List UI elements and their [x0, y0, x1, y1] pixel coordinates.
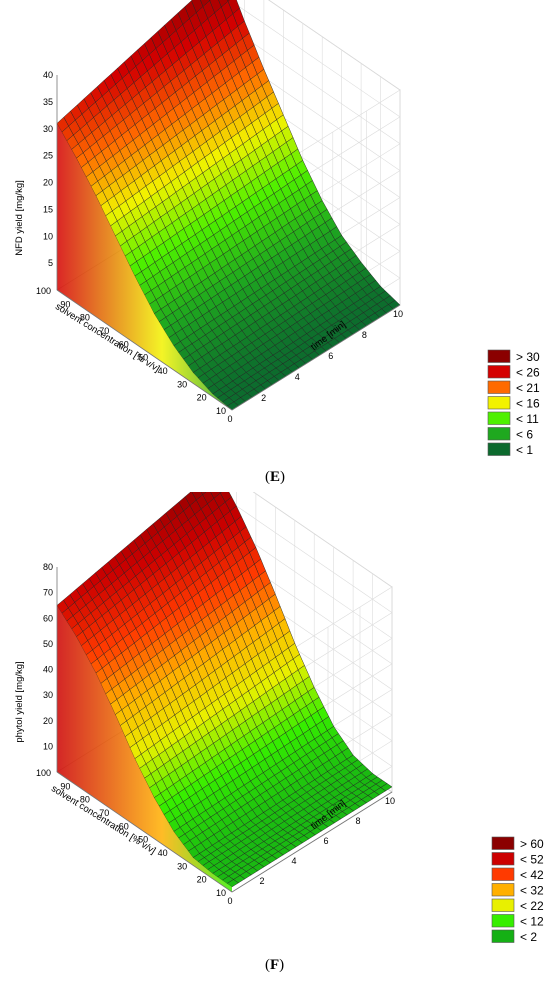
z-tick-label: 5 — [48, 258, 53, 268]
z-tick-label: 40 — [43, 70, 53, 80]
y-tick-label: 100 — [36, 286, 51, 296]
y-tick-label: 80 — [80, 313, 90, 323]
legend-swatch — [487, 442, 511, 456]
legend-swatch — [491, 883, 515, 897]
x-axis-line — [231, 791, 393, 893]
z-tick-label: 15 — [43, 204, 53, 214]
legend-swatch — [487, 349, 511, 363]
legend-swatch — [487, 380, 511, 394]
surface-plot-e: 5 10 15 20 25 30 35 40 10 20 30 40 50 60 70 80 90 100 0 2 4 6… — [14, 0, 540, 457]
wall-gridline — [252, 492, 393, 588]
wall-gridline — [228, 0, 401, 118]
surface-mesh — [56, 0, 401, 411]
z-tick-label: 20 — [43, 178, 53, 188]
legend-label: < 6 — [516, 428, 533, 442]
wall-gridline — [268, 0, 401, 91]
x-tick-label: 10 — [393, 309, 403, 319]
y-tick-label: 50 — [138, 353, 148, 363]
surface-side-face — [57, 123, 232, 411]
y-tick-label: 90 — [60, 299, 70, 309]
surface-mesh — [56, 492, 393, 888]
chart-panel-e: 5 10 15 20 25 30 35 40 10 20 30 40 50 60 70 80 90 100 0 2 4 6… — [0, 0, 550, 490]
z-axis-title: NFD yield [mg/kg] — [14, 180, 25, 256]
y-tick-label: 40 — [158, 366, 168, 376]
x-tick-label: 2 — [261, 393, 266, 403]
legend-label: > 60 — [520, 837, 544, 851]
legend-label: < 2 — [520, 930, 537, 944]
z-tick-label: 25 — [43, 151, 53, 161]
z-tick-label: 35 — [43, 97, 53, 107]
legend-swatch — [491, 867, 515, 881]
legend-swatch — [491, 914, 515, 928]
z-tick-label: 20 — [43, 716, 53, 726]
z-tick-label: 30 — [43, 690, 53, 700]
y-tick-label: 90 — [60, 781, 70, 791]
legend-swatch — [487, 411, 511, 425]
legend-label: < 16 — [516, 397, 540, 411]
z-tick-label: 30 — [43, 124, 53, 134]
legend-swatch — [487, 365, 511, 379]
y-tick-label: 20 — [197, 875, 207, 885]
y-tick-label: 70 — [99, 326, 109, 336]
wall-gridline — [224, 23, 401, 145]
legend-label: < 26 — [516, 366, 540, 380]
legend-swatch — [487, 396, 511, 410]
panel-label-e: (E) — [265, 469, 286, 485]
y-axis-line — [56, 771, 233, 893]
z-tick-label: 40 — [43, 665, 53, 675]
legend-label: < 42 — [520, 868, 544, 882]
x-axis-line — [231, 304, 401, 411]
legend-label: < 11 — [516, 412, 539, 426]
wall-gridline — [216, 492, 393, 613]
surface-side-face — [57, 605, 232, 892]
legend-label: < 22 — [520, 899, 544, 913]
legend-label: < 21 — [516, 381, 540, 395]
x-tick-label: 4 — [291, 856, 296, 866]
chart-panel-f: 10 20 30 40 50 60 70 80 10 20 30 40 50 60 70 80 90 100 0 2 4… — [0, 492, 550, 983]
y-tick-label: 100 — [36, 768, 51, 778]
y-tick-label: 50 — [138, 835, 148, 845]
x-tick-label: 2 — [259, 876, 264, 886]
legend-swatch — [491, 836, 515, 850]
y-tick-label: 30 — [177, 379, 187, 389]
surface-plot-f: 10 20 30 40 50 60 70 80 10 20 30 40 50 60 70 80 90 100 0 2 4… — [14, 492, 544, 944]
y-tick-label: 80 — [80, 795, 90, 805]
z-tick-label: 50 — [43, 639, 53, 649]
legend-label: < 12 — [520, 915, 544, 929]
y-tick-label: 70 — [99, 808, 109, 818]
legend-swatch — [491, 852, 515, 866]
y-tick-label: 20 — [197, 393, 207, 403]
z-axis-title: phytol yield [mg/kg] — [14, 661, 25, 742]
panel-label-f: (F) — [265, 957, 285, 973]
x-tick-label: 8 — [362, 330, 367, 340]
x-tick-label: 10 — [385, 796, 395, 806]
surface-cell — [226, 879, 239, 888]
y-tick-label: 10 — [216, 406, 226, 416]
legend-swatch — [487, 427, 511, 441]
y-axis-line — [56, 289, 233, 411]
x-tick-label: 8 — [355, 816, 360, 826]
x-tick-label: 6 — [328, 351, 333, 361]
z-tick-label: 10 — [43, 741, 53, 751]
legend-label: < 1 — [516, 443, 533, 457]
x-tick-label: 6 — [323, 836, 328, 846]
legend-swatch — [491, 898, 515, 912]
y-tick-label: 60 — [119, 821, 129, 831]
z-tick-label: 10 — [43, 231, 53, 241]
z-tick-label: 70 — [43, 588, 53, 598]
z-tick-label: 80 — [43, 562, 53, 572]
legend-label: < 32 — [520, 884, 544, 898]
x-tick-label: 0 — [227, 414, 232, 424]
y-tick-label: 10 — [216, 888, 226, 898]
legend-label: < 52 — [520, 853, 544, 867]
z-tick-label: 60 — [43, 613, 53, 623]
legend-label: > 30 — [516, 350, 540, 364]
x-tick-label: 0 — [227, 896, 232, 906]
y-tick-label: 60 — [119, 339, 129, 349]
y-tick-label: 40 — [158, 848, 168, 858]
x-tick-label: 4 — [295, 372, 300, 382]
legend-swatch — [491, 929, 515, 943]
y-tick-label: 30 — [177, 861, 187, 871]
